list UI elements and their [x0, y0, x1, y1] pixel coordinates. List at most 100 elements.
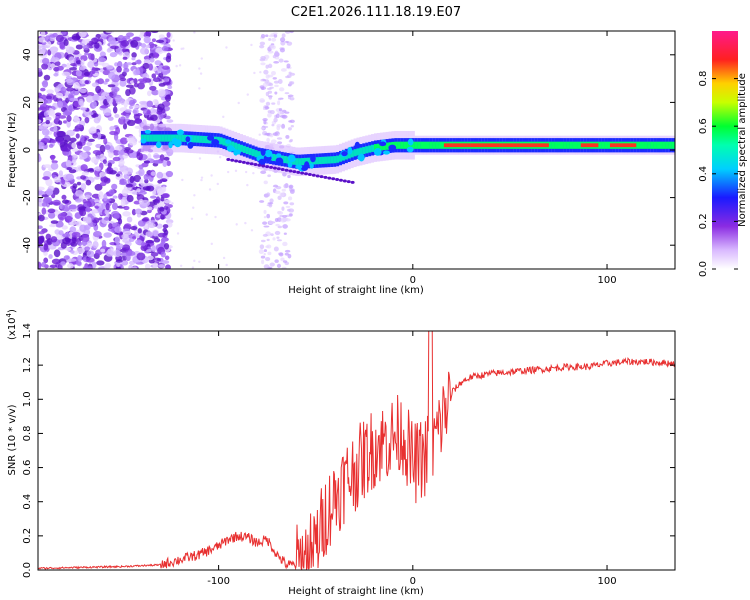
noise-speck: [149, 195, 157, 199]
noise-speck: [78, 206, 87, 211]
noise-speck: [123, 35, 131, 40]
ridge-core: [257, 151, 261, 159]
ridge-core: [274, 154, 278, 162]
ridge-core: [181, 134, 185, 142]
ridge-core: [295, 158, 299, 166]
noise-speck: [38, 235, 45, 244]
noise-speck: [79, 79, 86, 85]
noise-speck: [79, 88, 87, 94]
noise-speck: [260, 255, 266, 259]
noise-speck: [69, 67, 78, 71]
ridge-peak: [443, 143, 447, 148]
noise-speck: [68, 105, 73, 111]
noise-speck: [88, 168, 95, 173]
snr-y-ticks: 0.0 0.2 0.4 0.6 0.8 1.0 1.2 1.4: [22, 323, 675, 578]
noise-speck: [102, 159, 107, 164]
noise-speck: [58, 115, 67, 119]
noise-speck: [165, 55, 172, 63]
noise-speck: [113, 249, 122, 258]
noise-speck: [276, 125, 281, 131]
noise-speck: [268, 35, 274, 38]
noise-speck: [273, 117, 278, 123]
noise-speck: [52, 32, 58, 37]
noise-speck: [145, 239, 155, 244]
ridge-core: [557, 141, 561, 149]
noise-speck: [273, 80, 279, 84]
ridge-streak: [296, 170, 301, 174]
noise-speck: [267, 110, 272, 114]
ridge-core: [368, 145, 372, 153]
noise-speck: [92, 133, 99, 139]
noise-speck: [166, 160, 171, 167]
ridge-streak: [319, 175, 324, 179]
ridge-blob: [168, 141, 173, 149]
noise-speck: [258, 133, 261, 136]
noise-speck: [45, 119, 50, 125]
ridge-core: [423, 141, 427, 149]
noise-speck: [267, 202, 274, 205]
ridge-core: [359, 147, 363, 155]
colorbar-tick-label: 0.8: [698, 71, 709, 87]
noise-speck: [260, 239, 266, 243]
noise-speck: [120, 116, 126, 120]
noise-speck: [51, 57, 60, 63]
noise-speck: [54, 86, 60, 93]
ridge-core: [417, 141, 421, 149]
x-tick-label: -100: [207, 576, 230, 587]
ridge-peak: [478, 143, 482, 148]
ridge-peak: [507, 143, 511, 148]
noise-speck: [166, 119, 174, 123]
ridge-core: [400, 141, 404, 149]
noise-speck: [278, 252, 284, 257]
ridge-core: [339, 154, 343, 162]
noise-speck: [131, 62, 137, 66]
noise-speck: [66, 120, 71, 128]
noise-speck: [260, 127, 265, 130]
noise-speck: [93, 61, 99, 67]
noise-speck: [67, 263, 74, 269]
noise-speck: [275, 113, 280, 119]
noise-speck: [81, 39, 90, 44]
snr-y-multiplier: (x104): [5, 309, 18, 340]
noise-speck: [73, 81, 80, 90]
figure-title: C2E1.2026.111.18.19.E07: [291, 5, 461, 20]
y-tick-label: 0.2: [22, 528, 33, 544]
ridge-peak: [502, 143, 506, 148]
ridge-core: [647, 141, 651, 149]
noise-speck: [289, 31, 294, 34]
ridge-peak: [464, 143, 468, 148]
ridge-blob: [406, 146, 414, 153]
ridge-peak: [487, 143, 491, 148]
noise-speck: [43, 196, 52, 203]
noise-speck: [156, 110, 163, 115]
noise-speck: [263, 69, 269, 75]
noise-speck: [86, 266, 94, 269]
noise-speck: [120, 199, 126, 208]
noise-speck: [81, 239, 87, 246]
ridge-peak: [580, 143, 584, 148]
noise-speck: [281, 206, 285, 211]
colorbar-tick-label: 0.6: [698, 118, 709, 134]
noise-speck: [259, 244, 265, 250]
noise-speck: [176, 232, 180, 235]
noise-speck: [105, 31, 115, 34]
ridge-peak: [595, 143, 599, 148]
noise-speck: [263, 253, 266, 256]
noise-speck: [200, 57, 203, 60]
noise-speck: [275, 223, 280, 227]
noise-speck: [111, 183, 118, 190]
ridge-streak: [269, 165, 274, 169]
noise-speck: [93, 230, 102, 238]
noise-speck: [265, 245, 270, 248]
ridge-streak: [272, 166, 277, 170]
noise-speck: [155, 39, 165, 44]
noise-speck: [285, 40, 289, 43]
noise-speck: [289, 189, 295, 194]
noise-speck: [263, 180, 268, 185]
ridge-blob: [176, 129, 184, 136]
noise-speck: [145, 44, 151, 49]
noise-speck: [85, 216, 92, 224]
noise-speck: [101, 239, 107, 248]
noise-speck: [198, 260, 201, 264]
noise-speck: [88, 52, 93, 60]
